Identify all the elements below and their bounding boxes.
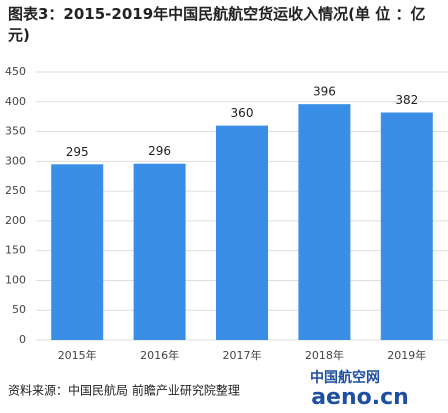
x-tick-label: 2019年 (387, 348, 426, 362)
y-tick-label: 400 (5, 95, 26, 108)
bar (380, 112, 433, 341)
y-tick-label: 250 (5, 184, 26, 197)
bar (51, 164, 104, 340)
bar (133, 163, 186, 340)
data-label: 382 (395, 93, 418, 107)
x-tick-label: 2017年 (223, 348, 262, 362)
y-tick-label: 0 (19, 333, 26, 346)
source: 资料来源：中国民航局 前瞻产业研究院整理 (8, 383, 240, 398)
watermark-en: aeno.cn (311, 385, 409, 410)
chart-title: 图表3：2015-2019年中国民航航空货运收入情况(单 位 ：亿元) (8, 5, 426, 44)
data-label: 396 (313, 85, 336, 99)
x-tick-label: 2018年 (305, 348, 344, 362)
x-tick-label: 2015年 (58, 348, 97, 362)
data-label: 296 (148, 144, 171, 158)
y-tick-label: 100 (5, 273, 26, 286)
y-tick-label: 350 (5, 125, 26, 138)
bar (216, 125, 268, 340)
y-tick-label: 150 (5, 244, 26, 257)
y-tick-label: 450 (5, 65, 26, 78)
y-tick-label: 50 (12, 303, 26, 316)
watermark-cn: 中国航空网 (310, 369, 380, 386)
x-tick-label: 2016年 (140, 348, 179, 362)
data-label: 295 (66, 145, 89, 159)
data-label: 360 (231, 106, 254, 120)
y-tick-label: 200 (5, 214, 26, 227)
bar (298, 104, 351, 340)
y-tick-label: 300 (5, 154, 26, 167)
